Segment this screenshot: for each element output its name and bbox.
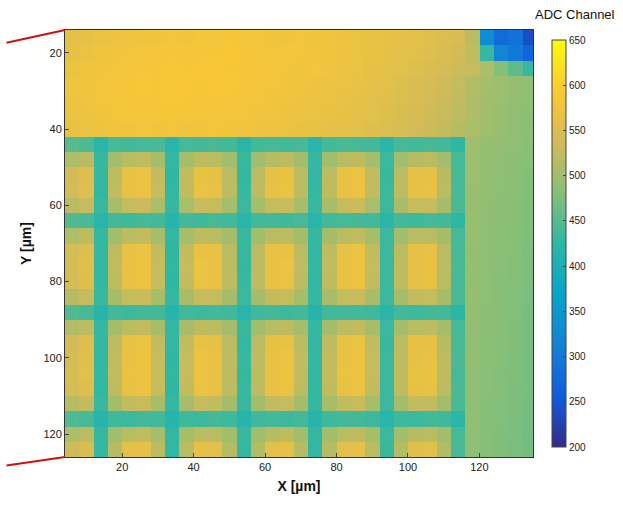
svg-text:100: 100 — [399, 461, 417, 473]
svg-text:80: 80 — [330, 461, 342, 473]
svg-text:100: 100 — [43, 352, 61, 364]
svg-text:650: 650 — [569, 35, 586, 46]
svg-text:200: 200 — [569, 442, 586, 453]
svg-text:450: 450 — [569, 215, 586, 226]
svg-text:80: 80 — [50, 275, 62, 287]
svg-text:X [µm]: X [µm] — [277, 478, 320, 494]
svg-text:20: 20 — [50, 47, 62, 59]
svg-text:550: 550 — [569, 125, 586, 136]
svg-text:500: 500 — [569, 170, 586, 181]
svg-text:120: 120 — [470, 461, 488, 473]
svg-text:300: 300 — [569, 351, 586, 362]
svg-text:350: 350 — [569, 306, 586, 317]
svg-text:Y [µm]: Y [µm] — [18, 222, 34, 265]
svg-text:60: 60 — [50, 199, 62, 211]
svg-text:ADC Channel: ADC Channel — [535, 7, 615, 22]
svg-text:600: 600 — [569, 80, 586, 91]
svg-text:40: 40 — [50, 123, 62, 135]
svg-text:20: 20 — [116, 461, 128, 473]
svg-text:250: 250 — [569, 396, 586, 407]
svg-text:40: 40 — [187, 461, 199, 473]
svg-text:120: 120 — [43, 428, 61, 440]
svg-text:60: 60 — [259, 461, 271, 473]
svg-text:400: 400 — [569, 261, 586, 272]
